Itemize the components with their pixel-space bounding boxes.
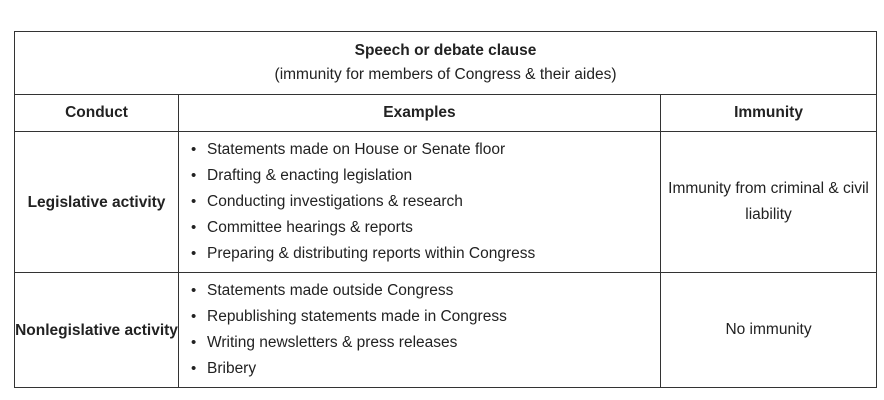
example-item: Preparing & distributing reports within … <box>191 241 660 267</box>
examples-list: Statements made outside Congress Republi… <box>179 278 660 382</box>
table-row: Nonlegislative activity Statements made … <box>14 272 878 388</box>
column-header-immunity: Immunity <box>659 94 878 132</box>
column-header-examples: Examples <box>178 94 661 132</box>
table-title: Speech or debate clause <box>354 42 537 59</box>
example-item: Writing newsletters & press releases <box>191 330 660 356</box>
example-item: Committee hearings & reports <box>191 215 660 241</box>
example-item: Bribery <box>191 356 660 382</box>
speech-or-debate-table: Speech or debate clause (immunity for me… <box>13 31 878 388</box>
immunity-cell: Immunity from criminal & civil liability <box>659 131 878 273</box>
examples-list: Statements made on House or Senate floor… <box>179 137 660 267</box>
example-item: Republishing statements made in Congress <box>191 304 660 330</box>
table-title-cell: Speech or debate clause (immunity for me… <box>13 31 878 95</box>
immunity-cell: No immunity <box>659 272 878 388</box>
example-item: Statements made outside Congress <box>191 278 660 304</box>
examples-cell: Statements made outside Congress Republi… <box>178 272 661 388</box>
example-item: Statements made on House or Senate floor <box>191 137 660 163</box>
examples-cell: Statements made on House or Senate floor… <box>178 131 661 273</box>
table-subtitle: (immunity for members of Congress & thei… <box>274 66 617 83</box>
conduct-cell: Legislative activity <box>14 131 179 273</box>
conduct-cell: Nonlegislative activity <box>14 272 179 388</box>
example-item: Drafting & enacting legislation <box>191 163 660 189</box>
header-row: Conduct Examples Immunity <box>14 94 878 132</box>
title-row: Speech or debate clause (immunity for me… <box>13 31 878 95</box>
column-header-conduct: Conduct <box>14 94 179 132</box>
table-row: Legislative activity Statements made on … <box>14 131 878 273</box>
example-item: Conducting investigations & research <box>191 189 660 215</box>
